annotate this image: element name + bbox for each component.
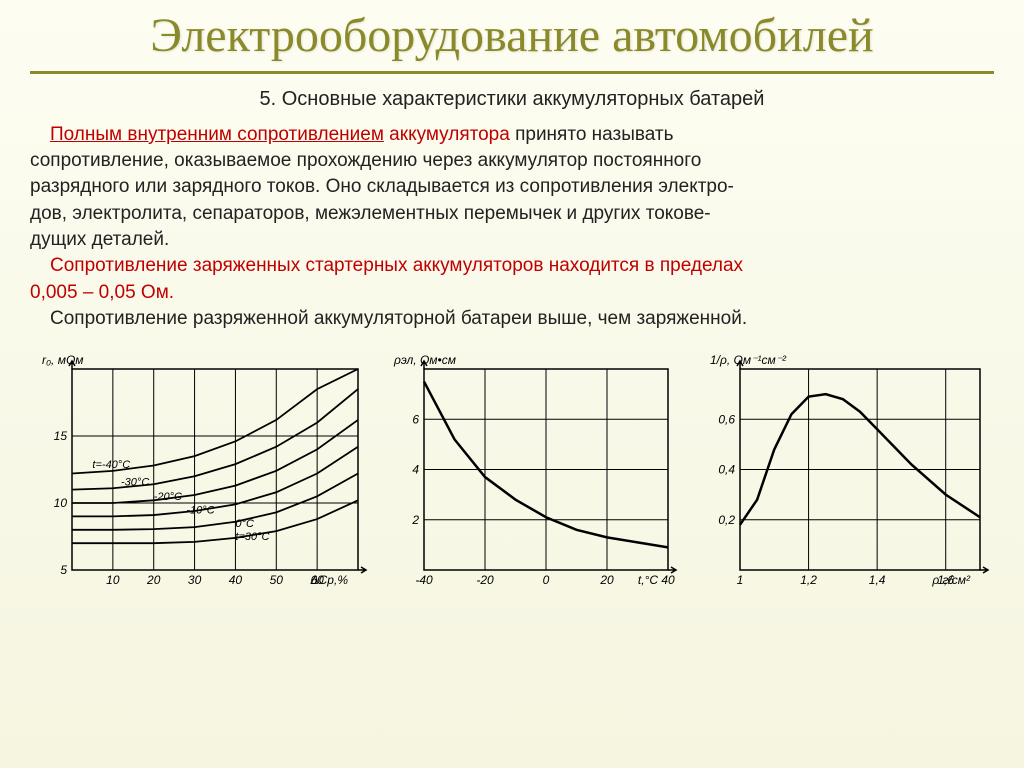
svg-text:1/ρ, Ом⁻¹см⁻²: 1/ρ, Ом⁻¹см⁻² <box>710 353 787 367</box>
title-divider <box>30 71 994 74</box>
svg-text:4: 4 <box>412 463 419 477</box>
svg-text:-10°C: -10°C <box>186 505 214 517</box>
svg-text:0,6: 0,6 <box>718 413 735 427</box>
svg-text:ρ г/см²: ρ г/см² <box>931 573 971 587</box>
l3: разрядного или зарядного токов. Оно скла… <box>30 175 994 199</box>
l4: дов, электролита, сепараторов, межэлемен… <box>30 202 994 226</box>
svg-text:-20: -20 <box>476 573 494 587</box>
svg-text:10: 10 <box>106 573 120 587</box>
svg-text:ΔCр,%: ΔCр,% <box>310 573 349 587</box>
page-title: Электрооборудование автомобилей <box>30 10 994 63</box>
svg-text:t=30°C: t=30°C <box>235 531 269 543</box>
chart-resistivity-vs-temp: 246-40-2002040ρэл, Ом•смt,°С <box>382 347 682 592</box>
svg-text:6: 6 <box>412 413 419 427</box>
svg-text:1,2: 1,2 <box>800 573 817 587</box>
svg-text:20: 20 <box>146 573 161 587</box>
charts-row: 51015102030405060r₀, мОмΔCр,%t=-40°C-30°… <box>30 347 994 592</box>
chart-resistance-vs-discharge: 51015102030405060r₀, мОмΔCр,%t=-40°C-30°… <box>30 347 370 592</box>
svg-text:r₀, мОм: r₀, мОм <box>42 353 84 367</box>
svg-text:0°C: 0°C <box>235 518 254 530</box>
l1b: принято называть <box>510 124 674 145</box>
svg-text:-20°C: -20°C <box>154 491 182 503</box>
chart-conductivity-vs-density: 0,20,40,611,21,41,61/ρ, Ом⁻¹см⁻²ρ г/см² <box>694 347 994 592</box>
svg-text:15: 15 <box>54 429 68 443</box>
term-tail: аккумулятора <box>384 124 510 145</box>
svg-text:2: 2 <box>411 513 419 527</box>
svg-text:t,°С: t,°С <box>638 573 658 587</box>
svg-text:1,4: 1,4 <box>869 573 886 587</box>
svg-text:0,4: 0,4 <box>718 463 735 477</box>
section-subtitle: 5. Основные характеристики аккумуляторны… <box>30 88 994 111</box>
term: Полным внутренним сопротивлением <box>50 124 384 145</box>
svg-text:50: 50 <box>270 573 284 587</box>
l5: дущих деталей. <box>30 228 994 252</box>
svg-text:t=-40°C: t=-40°C <box>92 459 130 471</box>
svg-text:10: 10 <box>54 496 68 510</box>
svg-text:30: 30 <box>188 573 202 587</box>
svg-text:40: 40 <box>661 573 675 587</box>
svg-text:-40: -40 <box>415 573 433 587</box>
svg-text:0: 0 <box>543 573 550 587</box>
svg-text:0,2: 0,2 <box>718 513 735 527</box>
r1b: 0,005 – 0,05 Ом. <box>30 282 174 303</box>
svg-text:40: 40 <box>229 573 243 587</box>
svg-text:20: 20 <box>599 573 614 587</box>
r1a: Сопротивление заряженных стартерных акку… <box>50 255 743 276</box>
svg-text:1: 1 <box>737 573 744 587</box>
svg-text:5: 5 <box>60 563 67 577</box>
svg-text:-30°C: -30°C <box>121 477 149 489</box>
body-text: Полным внутренним сопротивлением аккумул… <box>30 123 994 332</box>
l6: Сопротивление разряженной аккумуляторной… <box>30 307 994 331</box>
l2: сопротивление, оказываемое прохождению ч… <box>30 149 994 173</box>
